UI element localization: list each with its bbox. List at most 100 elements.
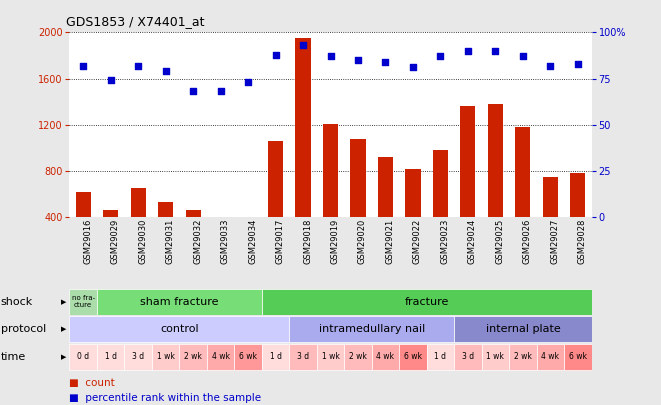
- Text: 2 wk: 2 wk: [514, 352, 532, 361]
- Bar: [179, 343, 207, 370]
- Point: [490, 48, 500, 54]
- Bar: [186, 210, 201, 217]
- Text: 6 wk: 6 wk: [404, 352, 422, 361]
- Text: ▶: ▶: [61, 299, 67, 305]
- Point: [518, 53, 528, 60]
- Point: [188, 88, 198, 95]
- Bar: [69, 316, 290, 343]
- Bar: [344, 343, 371, 370]
- Text: GSM29029: GSM29029: [110, 219, 120, 264]
- Text: GSM29030: GSM29030: [138, 219, 147, 264]
- Text: 6 wk: 6 wk: [239, 352, 257, 361]
- Text: GSM29031: GSM29031: [166, 219, 175, 264]
- Bar: [317, 343, 344, 370]
- Point: [572, 61, 583, 67]
- Bar: [103, 210, 118, 217]
- Text: GSM29024: GSM29024: [468, 219, 477, 264]
- Bar: [433, 150, 448, 217]
- Text: GSM29032: GSM29032: [193, 219, 202, 264]
- Point: [463, 48, 473, 54]
- Bar: [158, 202, 173, 217]
- Text: 1 d: 1 d: [270, 352, 282, 361]
- Text: intramedullary nail: intramedullary nail: [319, 324, 425, 334]
- Text: GSM29028: GSM29028: [578, 219, 587, 264]
- Bar: [509, 343, 537, 370]
- Text: GSM29019: GSM29019: [330, 219, 340, 264]
- Text: GSM29022: GSM29022: [413, 219, 422, 264]
- Text: GSM29018: GSM29018: [303, 219, 312, 264]
- Bar: [213, 217, 228, 218]
- Bar: [564, 343, 592, 370]
- Bar: [234, 343, 262, 370]
- Text: no fra-
cture: no fra- cture: [71, 295, 95, 308]
- Bar: [454, 343, 482, 370]
- Bar: [482, 343, 509, 370]
- Bar: [207, 343, 234, 370]
- Text: GSM29025: GSM29025: [495, 219, 504, 264]
- Point: [435, 53, 446, 60]
- Bar: [460, 106, 475, 217]
- Bar: [454, 316, 592, 343]
- Text: 6 wk: 6 wk: [569, 352, 587, 361]
- Text: 1 wk: 1 wk: [157, 352, 175, 361]
- Bar: [262, 343, 290, 370]
- Bar: [543, 177, 558, 217]
- Text: internal plate: internal plate: [486, 324, 561, 334]
- Point: [353, 57, 364, 63]
- Bar: [405, 168, 420, 217]
- Text: ▶: ▶: [61, 326, 67, 332]
- Point: [408, 64, 418, 71]
- Point: [161, 68, 171, 75]
- Point: [545, 62, 556, 69]
- Text: 3 d: 3 d: [297, 352, 309, 361]
- Point: [78, 62, 89, 69]
- Text: 4 wk: 4 wk: [212, 352, 229, 361]
- Bar: [488, 104, 503, 217]
- Text: 4 wk: 4 wk: [541, 352, 559, 361]
- Bar: [124, 343, 152, 370]
- Point: [380, 59, 391, 65]
- Bar: [97, 288, 262, 315]
- Text: ■  percentile rank within the sample: ■ percentile rank within the sample: [69, 393, 262, 403]
- Text: 4 wk: 4 wk: [377, 352, 395, 361]
- Point: [270, 51, 281, 58]
- Point: [297, 42, 308, 49]
- Text: GSM29026: GSM29026: [523, 219, 532, 264]
- Text: GSM29021: GSM29021: [385, 219, 395, 264]
- Text: time: time: [1, 352, 26, 362]
- Point: [133, 62, 143, 69]
- Text: 2 wk: 2 wk: [349, 352, 367, 361]
- Point: [243, 79, 253, 85]
- Text: 1 wk: 1 wk: [486, 352, 504, 361]
- Bar: [241, 217, 256, 218]
- Text: GSM29034: GSM29034: [248, 219, 257, 264]
- Bar: [290, 316, 454, 343]
- Bar: [69, 343, 97, 370]
- Bar: [152, 343, 179, 370]
- Text: GSM29023: GSM29023: [440, 219, 449, 264]
- Bar: [323, 124, 338, 217]
- Text: GSM29017: GSM29017: [276, 219, 284, 264]
- Text: shock: shock: [1, 297, 33, 307]
- Bar: [371, 343, 399, 370]
- Bar: [378, 157, 393, 217]
- Text: ■  count: ■ count: [69, 378, 115, 388]
- Point: [215, 88, 226, 95]
- Bar: [295, 38, 311, 217]
- Text: 1 d: 1 d: [434, 352, 446, 361]
- Text: 0 d: 0 d: [77, 352, 89, 361]
- Text: GSM29033: GSM29033: [221, 219, 229, 264]
- Text: GSM29027: GSM29027: [551, 219, 559, 264]
- Text: 3 d: 3 d: [132, 352, 144, 361]
- Bar: [131, 188, 145, 217]
- Text: GSM29016: GSM29016: [83, 219, 92, 264]
- Bar: [75, 192, 91, 217]
- Bar: [537, 343, 564, 370]
- Bar: [97, 343, 124, 370]
- Text: GSM29020: GSM29020: [358, 219, 367, 264]
- Bar: [69, 288, 97, 315]
- Text: control: control: [160, 324, 199, 334]
- Point: [325, 53, 336, 60]
- Bar: [268, 141, 283, 217]
- Bar: [427, 343, 454, 370]
